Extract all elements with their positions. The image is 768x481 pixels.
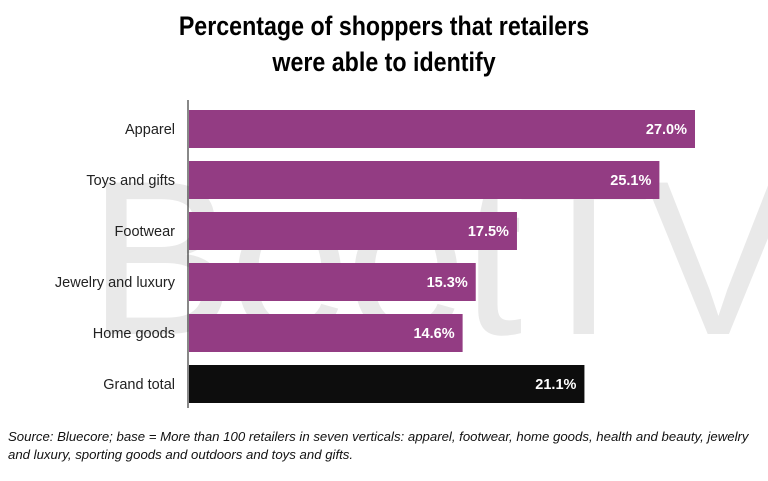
- bar-toys-and-gifts: [189, 161, 660, 199]
- data-label: 14.6%: [413, 326, 454, 342]
- bar-jewelry-and-luxury: [189, 263, 476, 301]
- bar-apparel: [189, 110, 695, 148]
- source-note: Source: Bluecore; base = More than 100 r…: [8, 429, 749, 462]
- data-label: 25.1%: [610, 173, 651, 189]
- data-label: 17.5%: [468, 224, 509, 240]
- chart-title-line-2: were able to identify: [272, 47, 496, 77]
- data-label: 21.1%: [535, 377, 576, 393]
- data-label: 27.0%: [646, 122, 687, 138]
- category-label: Home goods: [93, 326, 175, 342]
- data-label: 15.3%: [427, 275, 468, 291]
- category-label: Footwear: [115, 224, 176, 240]
- category-label: Toys and gifts: [86, 173, 175, 189]
- bar-home-goods: [189, 314, 463, 352]
- category-label: Apparel: [125, 122, 175, 138]
- bar-footwear: [189, 212, 517, 250]
- category-label: Jewelry and luxury: [55, 275, 176, 291]
- chart-title: Percentage of shoppers that retailers we…: [54, 8, 714, 80]
- bar-grand-total: [189, 365, 585, 403]
- chart-title-line-1: Percentage of shoppers that retailers: [178, 11, 590, 41]
- category-label: Grand total: [103, 377, 175, 393]
